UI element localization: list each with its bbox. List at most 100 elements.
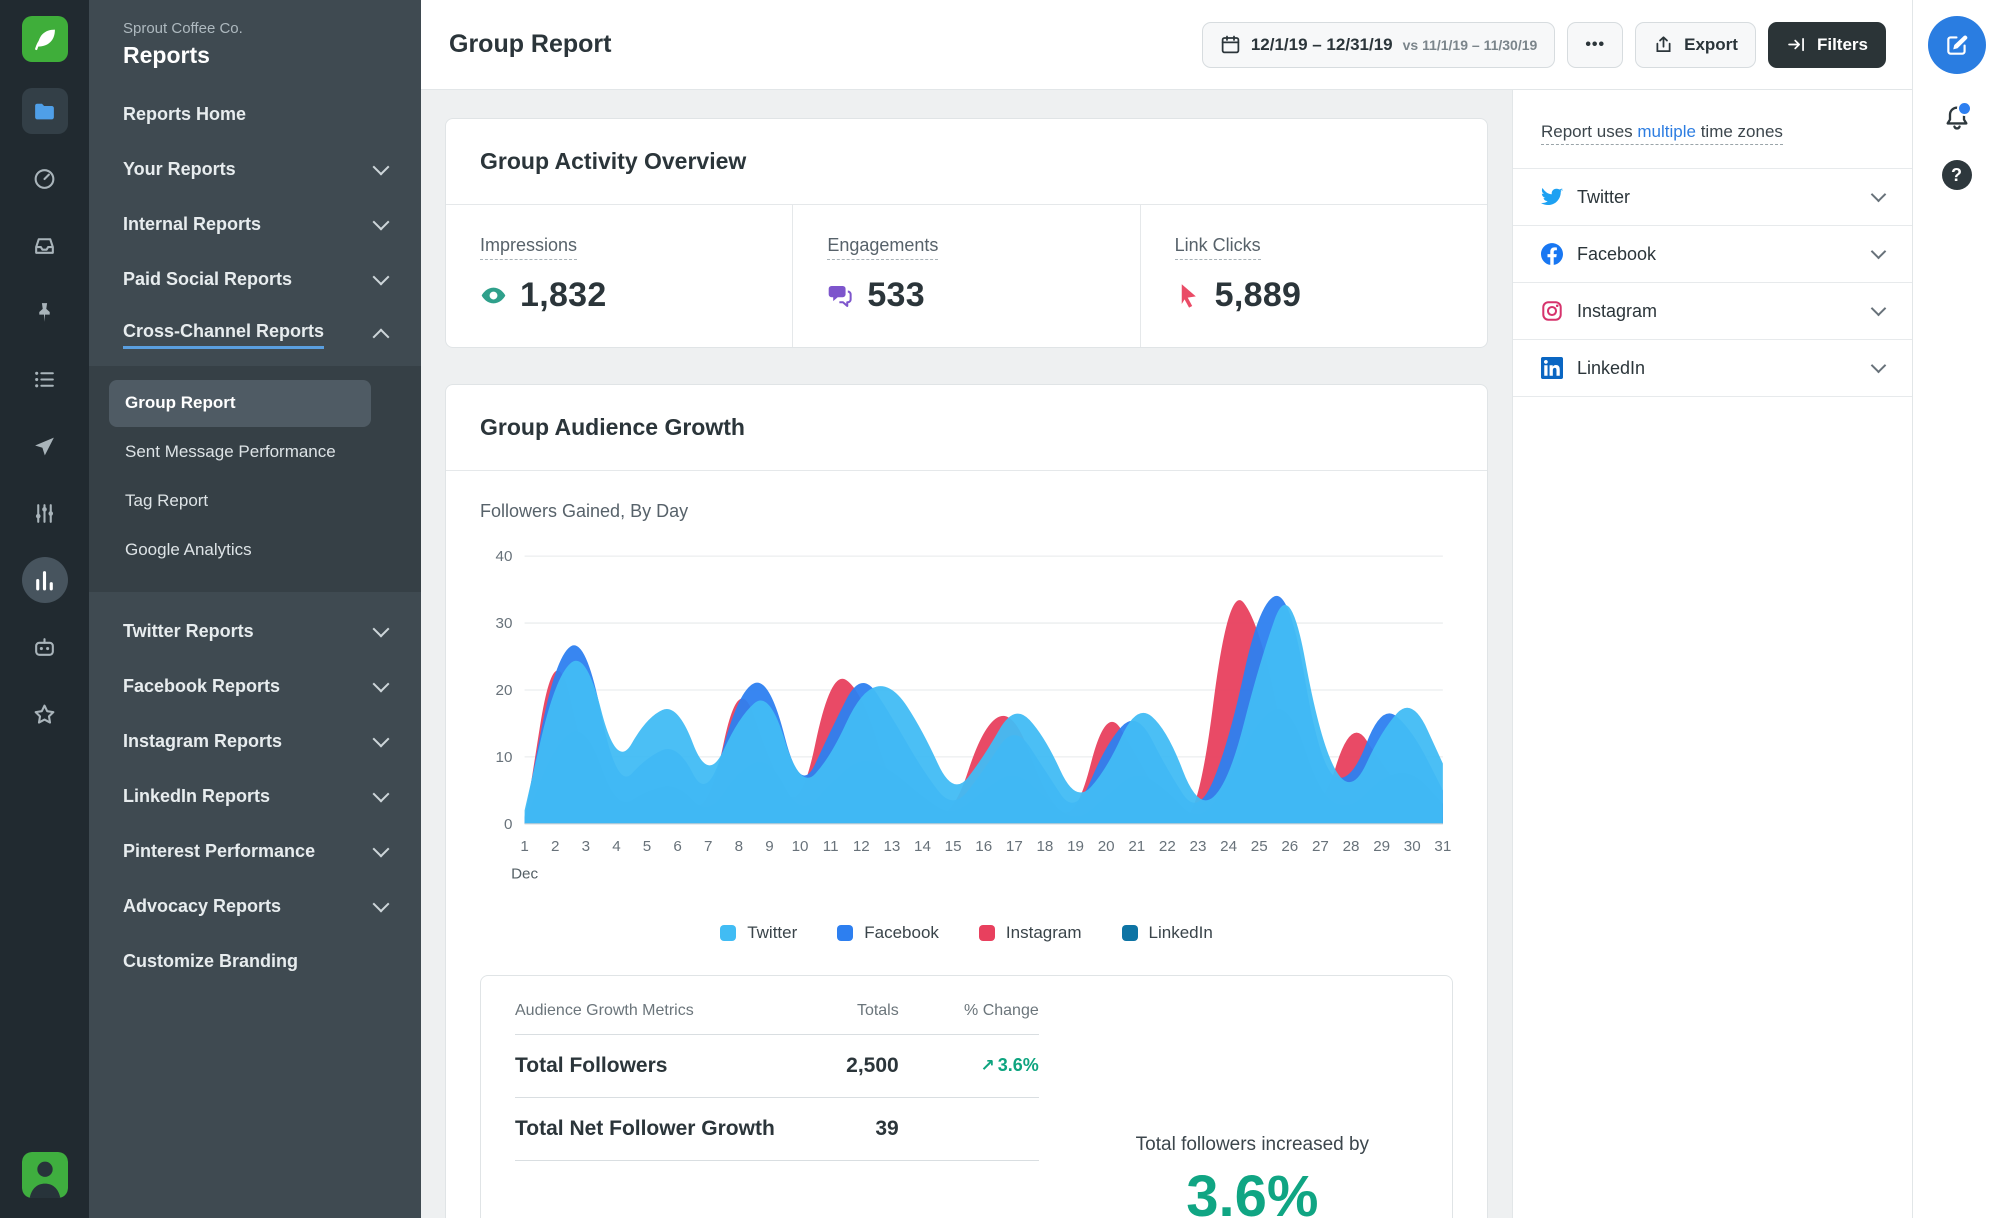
svg-text:Dec: Dec bbox=[511, 865, 538, 882]
network-row-facebook[interactable]: Facebook bbox=[1513, 226, 1912, 283]
sidebar-item-pinterest-performance[interactable]: Pinterest Performance bbox=[89, 824, 421, 879]
network-row-instagram[interactable]: Instagram bbox=[1513, 283, 1912, 340]
chevron-down-icon bbox=[373, 675, 390, 692]
metrics-table-column: Audience Growth Metrics bbox=[515, 1002, 779, 1020]
svg-text:20: 20 bbox=[1098, 838, 1115, 855]
legend-label: Instagram bbox=[1006, 923, 1082, 943]
sidebar-item-cross-channel-reports[interactable]: Cross-Channel Reports bbox=[89, 307, 421, 362]
paper-plane-icon[interactable] bbox=[22, 423, 68, 469]
sidebar-item-paid-social-reports[interactable]: Paid Social Reports bbox=[89, 252, 421, 307]
svg-text:27: 27 bbox=[1312, 838, 1329, 855]
svg-text:10: 10 bbox=[496, 749, 513, 766]
compose-button[interactable] bbox=[1928, 16, 1986, 74]
followers-gained-area-chart: 0102030401234567891011121314151617181920… bbox=[480, 544, 1453, 901]
network-row-linkedin[interactable]: LinkedIn bbox=[1513, 340, 1912, 397]
metrics-table-column: Totals bbox=[779, 1002, 899, 1020]
chart-subtitle: Followers Gained, By Day bbox=[480, 501, 1453, 522]
export-label: Export bbox=[1684, 35, 1738, 55]
svg-text:12: 12 bbox=[853, 838, 870, 855]
metrics-table-column: % Change bbox=[899, 1002, 1039, 1020]
sprout-logo[interactable] bbox=[22, 16, 68, 62]
export-icon bbox=[1653, 34, 1674, 55]
sidebar-subitem-google-analytics[interactable]: Google Analytics bbox=[109, 527, 371, 574]
metric-value: 5,889 bbox=[1215, 276, 1302, 315]
sidebar-item-instagram-reports[interactable]: Instagram Reports bbox=[89, 714, 421, 769]
equalizer-icon[interactable] bbox=[22, 490, 68, 536]
svg-text:24: 24 bbox=[1220, 838, 1237, 855]
chevron-down-icon bbox=[373, 269, 390, 286]
bar-chart-icon[interactable] bbox=[22, 557, 68, 603]
legend-swatch bbox=[837, 925, 853, 941]
timezone-notice-text: Report uses multiple time zones bbox=[1541, 122, 1783, 145]
multiple-timezones-link[interactable]: multiple bbox=[1637, 122, 1696, 141]
notification-badge bbox=[1957, 101, 1972, 116]
gauge-icon[interactable] bbox=[22, 155, 68, 201]
sidebar-top-items: Reports Home Your Reports Internal Reports… bbox=[89, 87, 421, 362]
center-column: Group Report 12/1/19 – 12/31/19 vs 11/1/… bbox=[421, 0, 1912, 1218]
sidebar-item-facebook-reports[interactable]: Facebook Reports bbox=[89, 659, 421, 714]
export-button[interactable]: Export bbox=[1635, 22, 1756, 68]
sidebar-item-internal-reports[interactable]: Internal Reports bbox=[89, 197, 421, 252]
followers-summary: Total followers increased by 3.6% bbox=[1087, 1002, 1418, 1218]
metric-value-row: 533 bbox=[827, 276, 1105, 315]
user-avatar[interactable] bbox=[22, 1152, 68, 1198]
main-content: Group Activity Overview Impressions1,832… bbox=[421, 90, 1512, 1218]
group-activity-card-header: Group Activity Overview bbox=[446, 119, 1487, 205]
sidebar-item-reports-home[interactable]: Reports Home bbox=[89, 87, 421, 142]
network-label: Twitter bbox=[1577, 187, 1873, 208]
metrics-table-row: Total Net Follower Growth39 bbox=[515, 1098, 1039, 1161]
metric-label[interactable]: Impressions bbox=[480, 235, 577, 260]
sidebar-subitem-group-report[interactable]: Group Report bbox=[109, 380, 371, 427]
list-icon[interactable] bbox=[22, 356, 68, 402]
metric-row-change: ↗3.6% bbox=[899, 1055, 1039, 1076]
star-icon[interactable] bbox=[22, 691, 68, 737]
inbox-icon[interactable] bbox=[22, 222, 68, 268]
chevron-down-icon bbox=[1871, 358, 1887, 374]
app-root: Sprout Coffee Co. Reports Reports HomeYo… bbox=[0, 0, 2000, 1218]
chevron-down-icon bbox=[373, 785, 390, 802]
bot-icon[interactable] bbox=[22, 624, 68, 670]
metric-label[interactable]: Engagements bbox=[827, 235, 938, 260]
legend-item-twitter[interactable]: Twitter bbox=[720, 923, 797, 943]
svg-text:4: 4 bbox=[612, 838, 620, 855]
network-label: Facebook bbox=[1577, 244, 1873, 265]
svg-text:25: 25 bbox=[1251, 838, 1268, 855]
sidebar-subitem-sent-message-performance[interactable]: Sent Message Performance bbox=[109, 429, 371, 476]
sidebar-item-twitter-reports[interactable]: Twitter Reports bbox=[89, 604, 421, 659]
sidebar-item-linkedin-reports[interactable]: LinkedIn Reports bbox=[89, 769, 421, 824]
pin-icon[interactable] bbox=[22, 289, 68, 335]
legend-item-instagram[interactable]: Instagram bbox=[979, 923, 1082, 943]
eye-icon bbox=[480, 282, 507, 309]
network-label: Instagram bbox=[1577, 301, 1873, 322]
network-filter-list: Twitter Facebook Instagram LinkedIn bbox=[1513, 168, 1912, 397]
svg-text:13: 13 bbox=[883, 838, 900, 855]
notifications-button[interactable] bbox=[1940, 100, 1974, 134]
sidebar-subitem-tag-report[interactable]: Tag Report bbox=[109, 478, 371, 525]
utility-rail-items: ? bbox=[1928, 16, 1986, 216]
instagram-icon bbox=[1541, 300, 1563, 322]
folder-icon[interactable] bbox=[22, 88, 68, 134]
sidebar-item-customize-branding[interactable]: Customize Branding bbox=[89, 934, 421, 989]
help-button[interactable]: ? bbox=[1942, 160, 1972, 190]
metric-label[interactable]: Link Clicks bbox=[1175, 235, 1261, 260]
chevron-down-icon bbox=[1871, 301, 1887, 317]
chevron-down-icon bbox=[373, 214, 390, 231]
legend-item-linkedin[interactable]: LinkedIn bbox=[1122, 923, 1213, 943]
date-range-picker[interactable]: 12/1/19 – 12/31/19 vs 11/1/19 – 11/30/19 bbox=[1202, 22, 1556, 68]
group-activity-card: Group Activity Overview Impressions1,832… bbox=[445, 118, 1488, 348]
sidebar-item-label: Cross-Channel Reports bbox=[123, 321, 324, 349]
twitter-icon bbox=[1541, 186, 1563, 208]
sidebar-item-advocacy-reports[interactable]: Advocacy Reports bbox=[89, 879, 421, 934]
network-row-twitter[interactable]: Twitter bbox=[1513, 168, 1912, 226]
followers-summary-value: 3.6% bbox=[1087, 1168, 1418, 1218]
svg-text:31: 31 bbox=[1434, 838, 1451, 855]
svg-text:18: 18 bbox=[1036, 838, 1053, 855]
svg-text:15: 15 bbox=[945, 838, 962, 855]
more-button[interactable]: ••• bbox=[1567, 22, 1623, 68]
filters-label: Filters bbox=[1817, 35, 1868, 55]
legend-item-facebook[interactable]: Facebook bbox=[837, 923, 939, 943]
svg-text:2: 2 bbox=[551, 838, 559, 855]
sidebar-item-your-reports[interactable]: Your Reports bbox=[89, 142, 421, 197]
sidebar-item-label: Your Reports bbox=[123, 159, 236, 180]
filters-button[interactable]: Filters bbox=[1768, 22, 1886, 68]
